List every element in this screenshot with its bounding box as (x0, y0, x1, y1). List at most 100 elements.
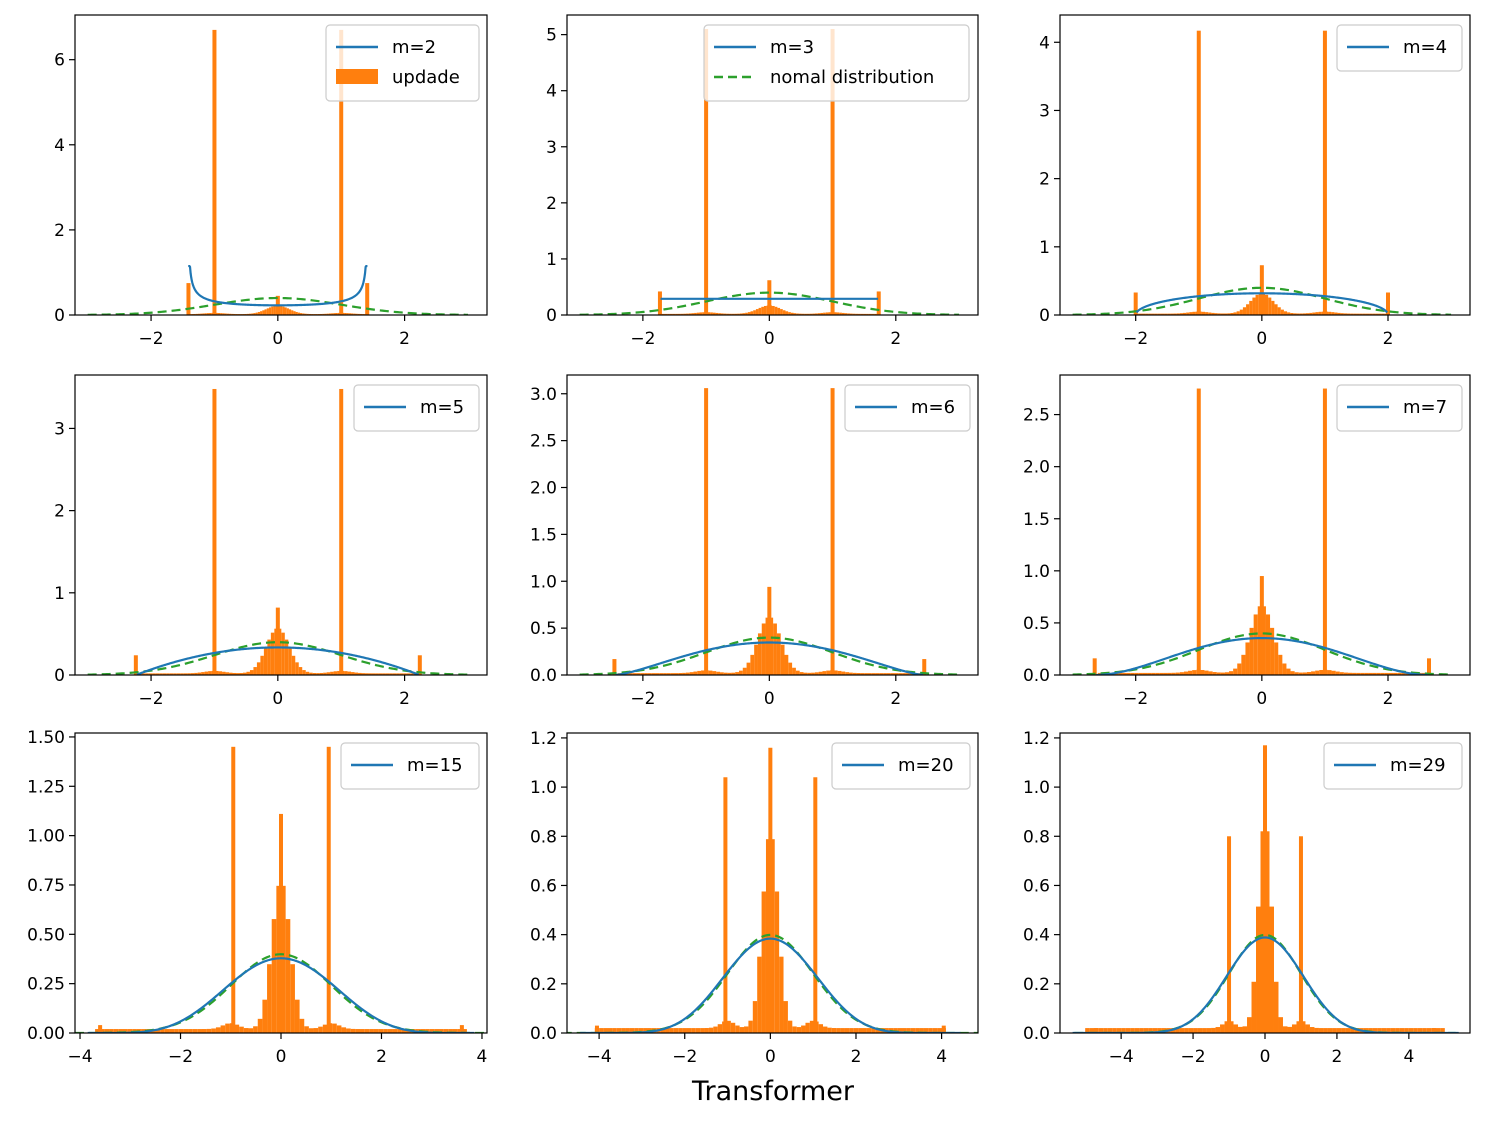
hist-bar (1294, 672, 1299, 675)
hist-bar (1265, 294, 1269, 315)
hist-bar (109, 1029, 114, 1033)
hist-bar (757, 956, 762, 1033)
hist-bar (1175, 1028, 1180, 1033)
hist-bar (1372, 672, 1377, 675)
axes-frame (566, 374, 979, 676)
hist-bar (248, 313, 252, 315)
hist-bar-spike (813, 777, 818, 1033)
hist-bar (825, 312, 829, 315)
hist-bar (1350, 1028, 1355, 1033)
hist-bar (229, 672, 233, 675)
hist-bar (257, 1018, 263, 1033)
hist-bar (1282, 1026, 1288, 1033)
hist-bar (685, 672, 690, 675)
hist-bar (360, 1029, 365, 1033)
hist-bar (1236, 311, 1240, 315)
hist-bar (1271, 300, 1275, 315)
hist-bar (1298, 672, 1303, 675)
hist-bar (738, 670, 743, 675)
hist-bar (1251, 981, 1257, 1033)
hist-bar (659, 673, 664, 675)
hist-bar (636, 673, 641, 675)
hist-bar (251, 313, 254, 315)
normal-curve (579, 291, 960, 315)
hist-bar (847, 313, 850, 315)
hist-bar (1246, 304, 1250, 315)
normal-curve (75, 953, 487, 1033)
hist-bar (1426, 1028, 1432, 1033)
hist-bar (905, 673, 910, 675)
hist-bar (748, 1020, 753, 1033)
hist-bar (754, 644, 758, 675)
hist-bar (448, 1029, 453, 1033)
hist-bar (1241, 654, 1246, 675)
hist-bar (1192, 670, 1197, 675)
hist-bar (815, 313, 818, 315)
hist-bar (678, 1028, 683, 1033)
hist-bar-spike (1322, 30, 1327, 315)
hist-bar (663, 673, 667, 675)
hist-bar (204, 313, 207, 315)
hist-bar (382, 673, 386, 675)
hist-bar (1340, 313, 1344, 315)
hist-bar (342, 312, 345, 315)
hist-bar (928, 1028, 933, 1033)
hist-bar (1242, 307, 1247, 315)
hist-bar (173, 673, 177, 675)
hist-bar (218, 671, 223, 675)
hist-bar (787, 1020, 793, 1033)
hist-bar (341, 1027, 347, 1033)
hist-bar (860, 673, 865, 675)
hist-bar (1274, 304, 1278, 315)
hist-bar (1098, 1028, 1104, 1033)
hist-bar-spike (830, 388, 835, 675)
hist-bar (628, 673, 633, 675)
hist-bar (793, 313, 797, 315)
m-curve (580, 937, 961, 1033)
hist-bar (1287, 1026, 1292, 1033)
hist-bar (680, 313, 684, 315)
x-tick-label: 2 (890, 329, 901, 349)
hist-bar (625, 1028, 630, 1033)
hist-bar (890, 673, 895, 675)
hist-bar (718, 313, 721, 315)
hist-bar (337, 670, 341, 675)
hist-bar (318, 1026, 323, 1033)
hist-bar (383, 1029, 388, 1033)
hist-bar (1125, 1028, 1131, 1033)
hist-bar (353, 313, 356, 315)
hist-bar (844, 1028, 850, 1033)
hist-bar (1255, 294, 1259, 315)
hist-bar (326, 672, 331, 675)
hist-bar (1343, 313, 1347, 315)
hist-bar (807, 672, 812, 675)
hist-bar (371, 673, 376, 675)
hist-bar (243, 1028, 249, 1033)
hist-bar (333, 313, 336, 315)
hist-bar (1164, 313, 1168, 315)
hist-bar (1369, 313, 1373, 315)
hist-bar (1352, 672, 1357, 675)
hist-bar (145, 673, 149, 675)
legend-box (1336, 24, 1463, 72)
hist-bar (1154, 313, 1158, 315)
axes-frame (1059, 14, 1471, 316)
hist-bar (727, 672, 732, 675)
hist-bar (686, 1028, 692, 1033)
hist-bar (866, 1028, 872, 1033)
x-tick-label: 0 (1256, 689, 1267, 709)
axes-frame (1059, 374, 1471, 676)
hist-bar (1413, 1028, 1418, 1033)
hist-bar (1145, 313, 1149, 315)
hist-bar (1347, 313, 1351, 315)
legend-label: m=5 (420, 397, 464, 418)
hist-bar (823, 1026, 828, 1033)
hist-bar (1197, 1028, 1203, 1033)
legend-label: nomal distribution (770, 67, 934, 88)
hist-bar (174, 1029, 179, 1033)
subplot-m5: −2 0 2 0 1 2 3 m=5 (54, 374, 488, 709)
hist-bar (355, 313, 358, 315)
hist-bar (1337, 312, 1341, 315)
hist-bar (682, 672, 686, 675)
hist-bar (1205, 312, 1209, 315)
